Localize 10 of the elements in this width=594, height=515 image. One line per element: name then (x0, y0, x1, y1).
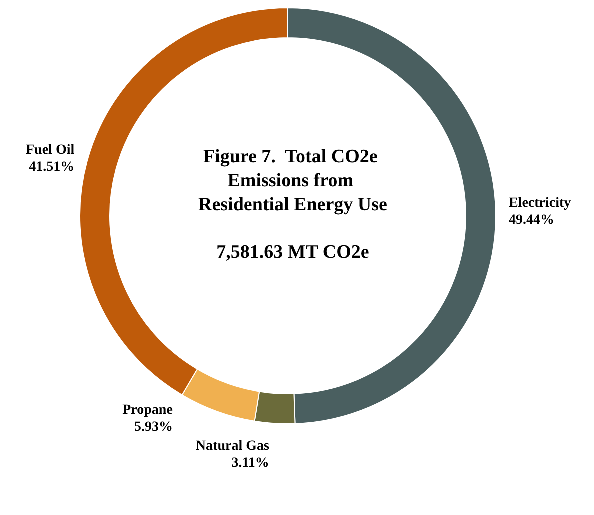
slice-label: Propane (122, 403, 173, 418)
slice-label: Electricity (508, 196, 572, 212)
text: Figure 7. Total CO2e Emissions from Residential Energy Use (198, 146, 388, 216)
text: 7,581.63 MT CO2e (216, 242, 370, 263)
data-label: 3.11% (232, 456, 270, 472)
slice-label: Fuel Oil (26, 143, 75, 158)
data-label: 41.51% (29, 160, 75, 176)
data-label: 49.44% (508, 213, 554, 228)
data-label: 5.93% (134, 420, 173, 436)
slice-label: Natural Gas (196, 439, 270, 454)
